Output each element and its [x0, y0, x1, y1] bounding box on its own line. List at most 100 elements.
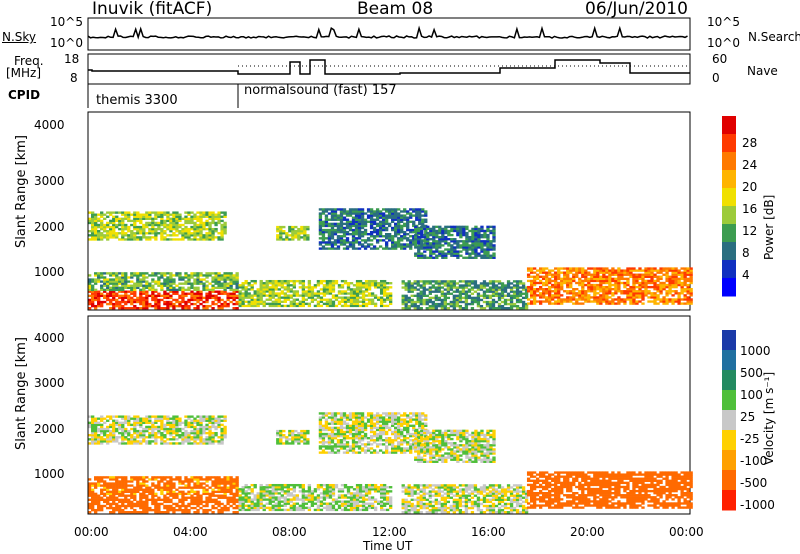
velocity-cell	[196, 494, 200, 497]
power-cell	[416, 282, 420, 285]
velocity-cell	[265, 498, 269, 501]
power-cell	[590, 267, 594, 270]
power-cell	[217, 221, 221, 225]
power-cell	[327, 222, 332, 226]
power-cell	[322, 292, 327, 295]
power-cell	[235, 300, 239, 304]
power-cell	[124, 307, 128, 310]
velocity-cell	[100, 490, 104, 493]
power-cell	[542, 292, 546, 295]
power-cell	[301, 286, 306, 289]
power-cell	[202, 213, 206, 216]
power-cell	[471, 250, 475, 253]
power-cell	[665, 292, 669, 295]
power-cell	[196, 286, 200, 289]
power-cell	[199, 298, 203, 302]
power-cell	[578, 267, 582, 270]
power-cell	[328, 298, 333, 301]
power-cell	[124, 274, 128, 277]
power-cell	[560, 298, 564, 301]
power-cell	[385, 296, 390, 299]
power-cell	[414, 235, 418, 239]
power-cell	[491, 282, 496, 285]
power-cell	[187, 232, 191, 235]
power-cell	[572, 275, 576, 278]
power-cell	[471, 231, 475, 235]
velocity-cell	[154, 486, 158, 489]
velocity-cell	[202, 500, 206, 504]
power-cell	[169, 213, 173, 216]
velocity-cell	[136, 488, 140, 491]
power-cell	[330, 224, 335, 228]
power-cell	[133, 217, 137, 221]
power-cell	[253, 290, 257, 293]
velocity-cell	[100, 504, 104, 508]
power-cell	[443, 296, 447, 300]
velocity-cell	[268, 506, 272, 510]
velocity-cell	[379, 483, 384, 487]
power-cell	[492, 225, 496, 229]
power-cell	[524, 307, 529, 310]
velocity-cell	[172, 492, 176, 496]
velocity-cell	[178, 500, 182, 504]
power-cell	[124, 302, 128, 306]
velocity-cell	[238, 504, 242, 507]
power-cell	[241, 294, 245, 297]
power-cell	[378, 210, 383, 213]
power-cell	[376, 296, 381, 299]
velocity-cell	[280, 500, 284, 503]
power-cell	[680, 283, 684, 287]
velocity-cell	[109, 504, 113, 508]
velocity-cell	[232, 482, 236, 485]
velocity-cell	[407, 504, 411, 508]
power-cell	[650, 300, 654, 303]
power-cell	[139, 284, 143, 287]
power-cell	[623, 277, 627, 281]
power-cell	[91, 284, 95, 287]
power-cell	[181, 223, 185, 227]
power-cell	[394, 224, 398, 228]
power-cell	[656, 283, 660, 287]
power-cell	[662, 300, 666, 303]
velocity-cell	[370, 486, 375, 489]
power-cell	[163, 272, 167, 275]
power-cell	[656, 271, 660, 274]
power-cell	[569, 285, 573, 289]
power-cell	[112, 302, 116, 306]
power-cell	[208, 236, 212, 239]
power-cell	[232, 282, 236, 285]
power-cell	[545, 271, 549, 274]
power-cell	[148, 230, 152, 233]
power-cell	[163, 274, 167, 277]
power-cell	[474, 254, 478, 257]
power-cell	[662, 296, 666, 299]
power-cell	[193, 294, 197, 298]
power-cell	[375, 241, 380, 244]
velocity-cell	[373, 490, 378, 493]
power-cbar-tick-24: 24	[742, 158, 758, 172]
power-cell	[435, 248, 439, 251]
power-cell	[211, 284, 215, 287]
power-cell	[602, 273, 606, 276]
power-cell	[515, 286, 520, 289]
power-cell	[566, 269, 570, 272]
velocity-cell	[319, 483, 324, 487]
power-cell	[617, 267, 621, 270]
power-cell	[154, 274, 158, 277]
velocity-cell	[316, 494, 321, 497]
power-cell	[375, 222, 380, 226]
power-cell	[614, 288, 618, 291]
power-cell	[121, 219, 125, 223]
power-cell	[160, 272, 164, 275]
power-cell	[241, 282, 245, 285]
power-cell	[322, 294, 327, 297]
power-cell	[650, 271, 654, 274]
power-cell	[307, 304, 312, 308]
power-cell	[184, 280, 188, 283]
power-cell	[121, 290, 125, 293]
power-cell	[614, 273, 618, 276]
velocity-cell	[157, 488, 161, 491]
power-cell	[217, 298, 221, 302]
power-cell	[449, 284, 454, 287]
power-cell	[626, 290, 630, 293]
